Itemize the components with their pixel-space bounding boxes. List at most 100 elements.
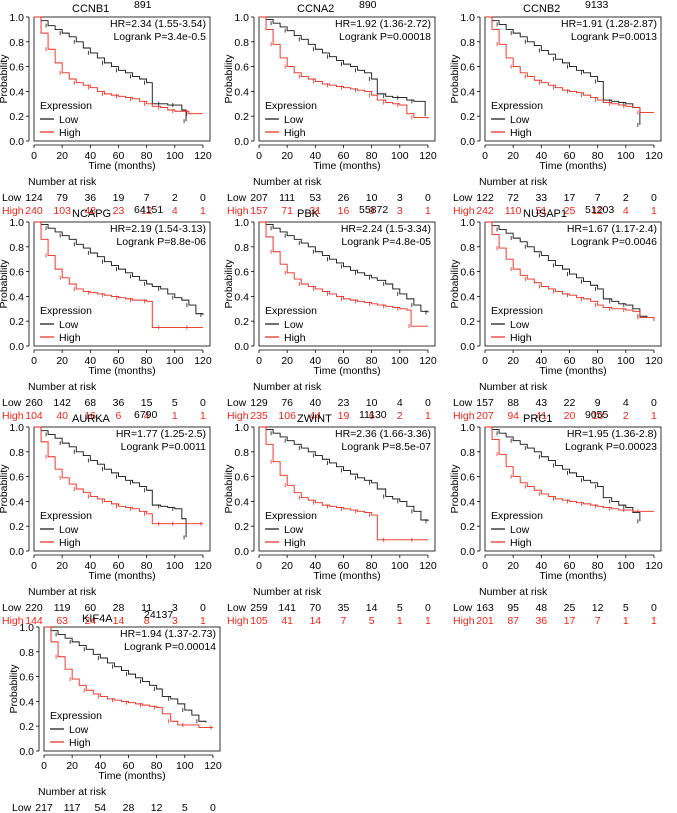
y-tick-label: 0.4 <box>460 291 475 303</box>
risk-low-value: 141 <box>278 602 296 614</box>
risk-high-value: 20 <box>564 410 576 422</box>
risk-high-value: 8 <box>144 615 150 627</box>
risk-high-value: 104 <box>25 410 43 422</box>
plot-frame <box>258 16 436 142</box>
x-tick-label: 20 <box>56 150 68 162</box>
risk-high-value: 6 <box>116 410 122 422</box>
hazard-ratio: HR=2.24 (1.5-3.34) <box>341 223 431 235</box>
survival-curve-high <box>259 16 429 119</box>
y-tick-label: 0.8 <box>234 242 249 254</box>
risk-low-value: 36 <box>113 397 125 409</box>
risk-high-value: 1 <box>651 205 657 217</box>
risk-low-value: 11 <box>141 602 152 614</box>
legend-label-low: Low <box>284 524 304 536</box>
risk-high-value: 105 <box>250 615 268 627</box>
risk-table-title: Number at risk <box>28 176 97 188</box>
y-axis-label: Probability <box>449 259 461 309</box>
risk-high-value: 242 <box>476 205 494 217</box>
plot-frame <box>484 16 662 142</box>
x-tick-label: 100 <box>391 560 409 572</box>
risk-table-title: Number at risk <box>253 586 322 598</box>
x-tick-label: 40 <box>535 560 547 572</box>
risk-high-value: 5 <box>369 615 375 627</box>
logrank-p: Logrank P=4.8e-05 <box>341 236 431 248</box>
x-tick-label: 100 <box>617 150 635 162</box>
plot-frame <box>484 221 662 347</box>
risk-row-low-label: Low <box>2 397 22 409</box>
gene-title: KIF4A <box>82 613 113 625</box>
y-axis-label: Probability <box>8 664 20 714</box>
risk-low-value: 60 <box>84 602 96 614</box>
y-tick-label: 0.6 <box>19 672 34 684</box>
x-tick-label: 40 <box>535 150 547 162</box>
survival-curve-high <box>44 626 213 728</box>
risk-low-value: 4 <box>397 397 403 409</box>
x-tick-label: 100 <box>617 560 635 572</box>
x-tick-label: 100 <box>617 355 635 367</box>
x-axis-label: Time (months) <box>313 365 380 377</box>
risk-low-value: 40 <box>309 397 321 409</box>
x-tick-label: 100 <box>166 560 184 572</box>
risk-table-title: Number at risk <box>253 176 322 188</box>
risk-low-value: 26 <box>338 192 350 204</box>
survival-curve-high <box>485 16 654 113</box>
x-tick-label: 80 <box>592 560 604 572</box>
y-tick-label: 0.0 <box>234 136 249 148</box>
x-tick-label: 40 <box>309 355 321 367</box>
risk-row-low-label: Low <box>227 602 247 614</box>
x-tick-label: 80 <box>592 150 604 162</box>
risk-high-value: 16 <box>84 410 96 422</box>
logrank-p: Logrank P=0.00014 <box>124 641 216 653</box>
survival-curve-low <box>34 221 204 315</box>
legend-label-high: High <box>59 332 81 344</box>
x-axis-label: Time (months) <box>98 770 165 782</box>
hazard-ratio: HR=2.34 (1.55-3.54) <box>110 18 206 30</box>
x-tick-label: 60 <box>564 355 576 367</box>
survival-curve-high <box>485 426 654 512</box>
legend-label-low: Low <box>284 114 304 126</box>
x-tick-label: 120 <box>645 355 663 367</box>
x-axis-label: Time (months) <box>88 570 155 582</box>
risk-low-value: 5 <box>182 802 188 813</box>
risk-low-value: 95 <box>507 602 519 614</box>
x-tick-label: 20 <box>507 355 519 367</box>
risk-low-value: 15 <box>141 397 153 409</box>
y-tick-label: 0.6 <box>234 62 249 74</box>
x-tick-label: 80 <box>141 560 153 572</box>
risk-high-value: 31 <box>309 205 321 217</box>
risk-low-value: 7 <box>144 192 150 204</box>
risk-low-value: 12 <box>592 602 604 614</box>
x-tick-label: 100 <box>176 760 194 772</box>
y-axis-label: Probability <box>0 464 10 514</box>
y-tick-label: 1.0 <box>234 12 249 24</box>
gene-title: NUSAP1 <box>523 208 567 220</box>
risk-row-high-label: High <box>453 410 475 422</box>
risk-high-value: 3 <box>172 615 178 627</box>
y-tick-label: 1.0 <box>19 622 34 634</box>
risk-row-high-label: High <box>227 615 249 627</box>
plot-frame <box>43 626 221 752</box>
y-tick-label: 1.0 <box>234 217 249 229</box>
x-tick-label: 100 <box>391 150 409 162</box>
x-axis-label: Time (months) <box>88 365 155 377</box>
x-axis-label: Time (months) <box>88 160 155 172</box>
legend-label-high: High <box>284 127 306 139</box>
y-tick-label: 0.2 <box>19 721 34 733</box>
x-tick-label: 100 <box>166 355 184 367</box>
risk-table-title: Number at risk <box>38 786 107 798</box>
x-tick-label: 20 <box>507 150 519 162</box>
risk-table-title: Number at risk <box>28 381 97 393</box>
risk-low-value: 28 <box>123 802 135 813</box>
y-tick-label: 0.6 <box>460 472 475 484</box>
x-tick-label: 120 <box>419 150 437 162</box>
risk-low-value: 4 <box>623 397 629 409</box>
gene-id: 890 <box>359 0 377 11</box>
survival-curve-low <box>485 221 648 318</box>
risk-high-value: 2 <box>397 410 403 422</box>
x-tick-label: 60 <box>338 150 350 162</box>
survival-curve-low <box>259 16 426 117</box>
risk-high-value: 7 <box>341 615 347 627</box>
